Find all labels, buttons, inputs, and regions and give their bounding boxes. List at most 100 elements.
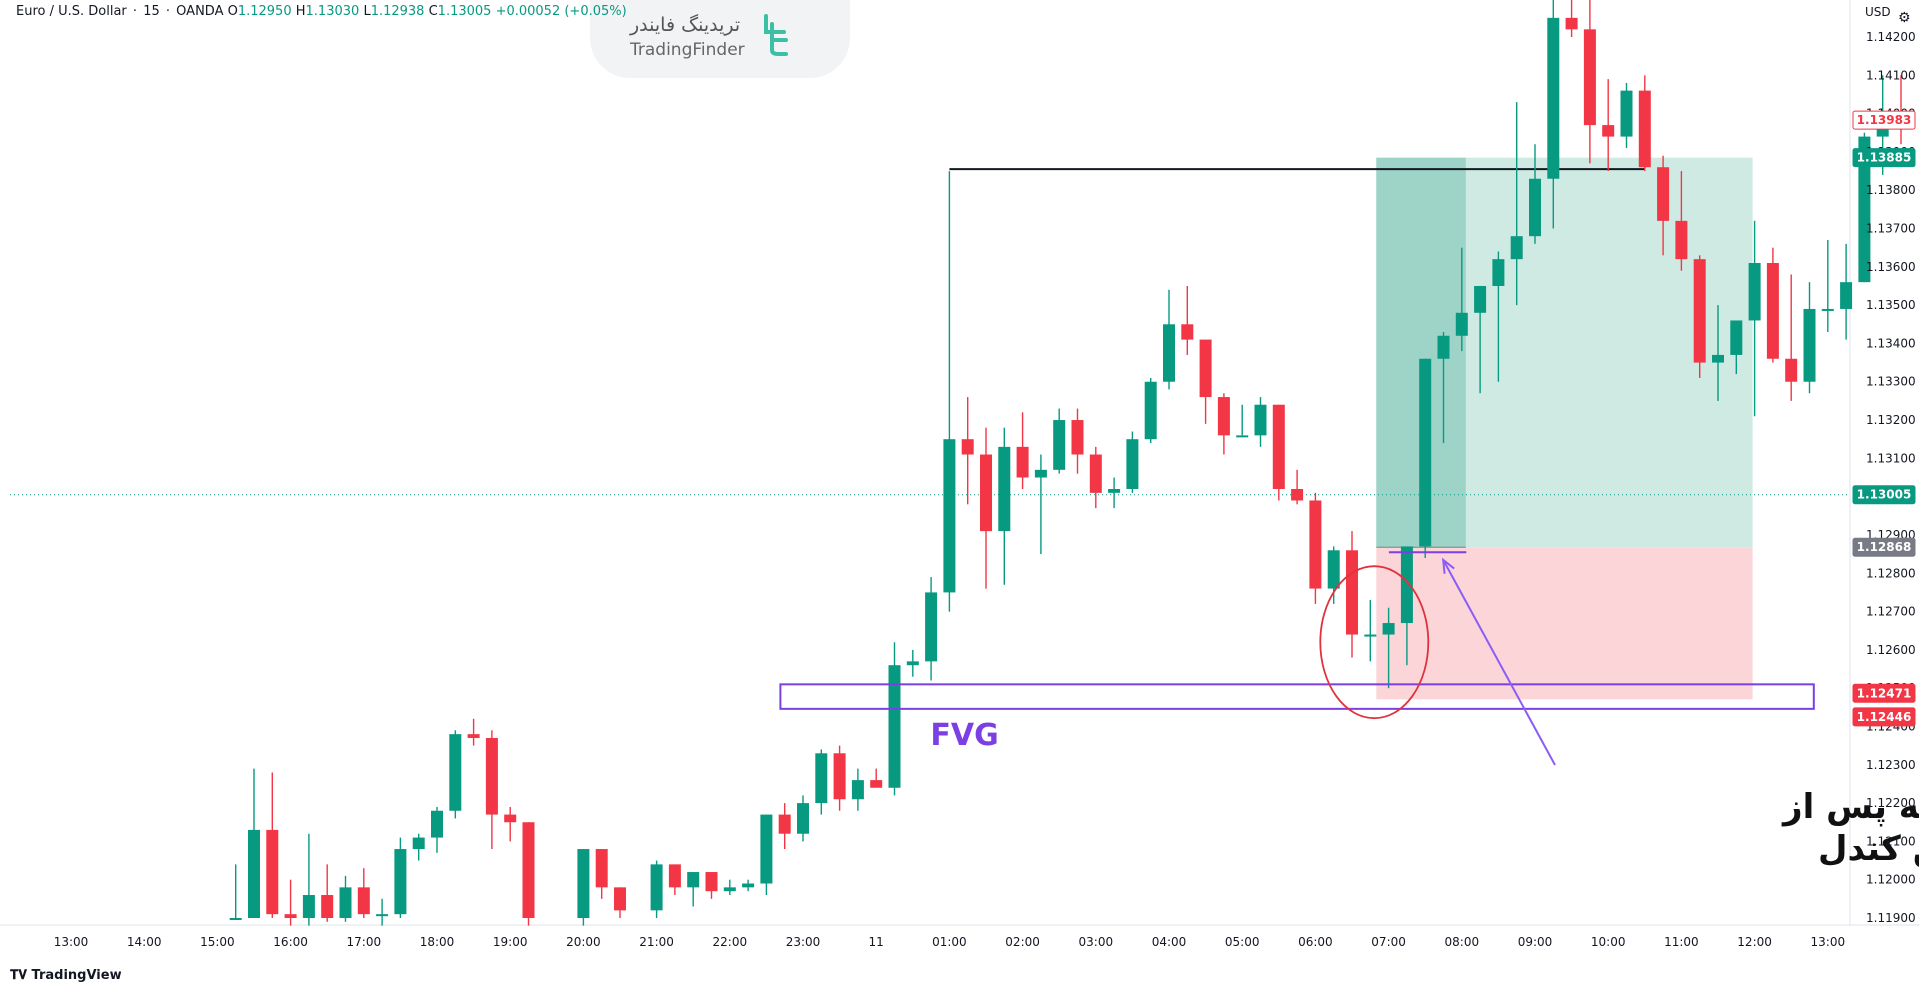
candle[interactable] [1199,339,1212,424]
candle[interactable] [1254,397,1267,447]
candle[interactable] [577,849,590,926]
candle[interactable] [1748,220,1761,417]
candle[interactable] [1327,546,1340,604]
candle[interactable] [687,872,700,907]
candle[interactable] [1181,285,1194,355]
candle[interactable] [1071,408,1084,474]
candle[interactable] [778,803,791,850]
candle[interactable] [1712,305,1724,401]
candle[interactable] [1529,144,1541,244]
candle[interactable] [1510,102,1523,306]
candle[interactable] [1346,531,1358,658]
candle[interactable] [668,864,681,896]
candle[interactable] [376,898,389,926]
candle[interactable] [1620,82,1633,149]
candle[interactable] [1217,393,1230,455]
candle[interactable] [394,837,407,918]
x-tick-label: 06:00 [1298,935,1333,949]
candle-body [925,592,938,662]
candle[interactable] [650,860,663,918]
candle[interactable] [485,730,498,850]
candle[interactable] [1821,240,1834,332]
candle[interactable] [1638,75,1651,172]
candle[interactable] [1272,404,1285,501]
candle[interactable] [449,730,462,819]
candle[interactable] [248,768,260,918]
candle[interactable] [742,879,755,892]
candle[interactable] [943,171,956,612]
candle[interactable] [467,718,480,746]
candle[interactable] [595,849,608,899]
candle[interactable] [980,427,992,589]
fvg-label: FVG [930,718,998,753]
candle[interactable] [284,879,297,926]
candle[interactable] [1547,0,1560,229]
candle[interactable] [1236,404,1249,438]
candle[interactable] [302,833,315,926]
candle[interactable] [1693,255,1706,378]
candle-body [1199,339,1212,398]
candle[interactable] [1163,289,1175,390]
candle[interactable] [339,875,352,922]
candle[interactable] [815,749,828,815]
candle[interactable] [1400,546,1413,666]
candle[interactable] [1602,79,1615,172]
candle[interactable] [961,397,974,505]
candle[interactable] [1108,477,1121,509]
candle[interactable] [266,772,279,918]
candle[interactable] [1583,0,1596,164]
candle[interactable] [357,868,370,918]
candle[interactable] [229,864,242,920]
candle[interactable] [1053,408,1066,474]
candle[interactable] [1840,243,1853,340]
candle[interactable] [1291,469,1304,505]
candle[interactable] [998,427,1011,585]
candle[interactable] [1657,155,1670,256]
annotation-arrow [1442,559,1556,766]
candle[interactable] [705,872,718,899]
candle[interactable] [723,879,736,896]
candle[interactable] [1144,377,1157,444]
candle[interactable] [1309,492,1322,604]
candle[interactable] [1126,431,1139,493]
candle[interactable] [1382,607,1395,689]
candle[interactable] [1492,251,1505,382]
candle[interactable] [1803,282,1816,394]
candle-body [1309,500,1322,589]
candle[interactable] [925,577,938,681]
candle-body [467,734,480,738]
candle[interactable] [797,795,809,842]
candle[interactable] [1766,247,1779,363]
candle[interactable] [1364,600,1377,662]
candle[interactable] [1016,412,1029,489]
x-tick-label: 15:00 [200,935,235,949]
candle[interactable] [504,806,517,842]
candle[interactable] [412,833,425,861]
candle[interactable] [1675,171,1688,271]
candle[interactable] [888,642,901,796]
candle[interactable] [1089,446,1102,509]
candle[interactable] [1565,0,1578,37]
candle[interactable] [833,745,846,811]
candle[interactable] [431,806,443,853]
candle[interactable] [1455,247,1468,352]
candle[interactable] [760,814,773,896]
gear-icon[interactable]: ⚙ [1898,10,1911,26]
symbol-legend[interactable]: Euro / U.S. Dollar · 15 · OANDA O1.12950… [16,4,627,19]
candle[interactable] [1437,331,1450,444]
candle[interactable] [1785,274,1798,401]
candle[interactable] [614,887,626,918]
candle[interactable] [1474,285,1487,394]
fvg-zone[interactable] [779,683,1815,710]
candle[interactable] [1730,320,1743,375]
candle[interactable] [1419,358,1432,558]
candle[interactable] [906,649,919,677]
stop-loss-zone[interactable] [1376,547,1753,700]
candle[interactable] [1034,454,1047,555]
candle[interactable] [870,768,883,788]
candle[interactable] [522,822,535,926]
candle[interactable] [321,864,334,922]
candle-body [1675,220,1688,260]
candle[interactable] [851,768,864,811]
